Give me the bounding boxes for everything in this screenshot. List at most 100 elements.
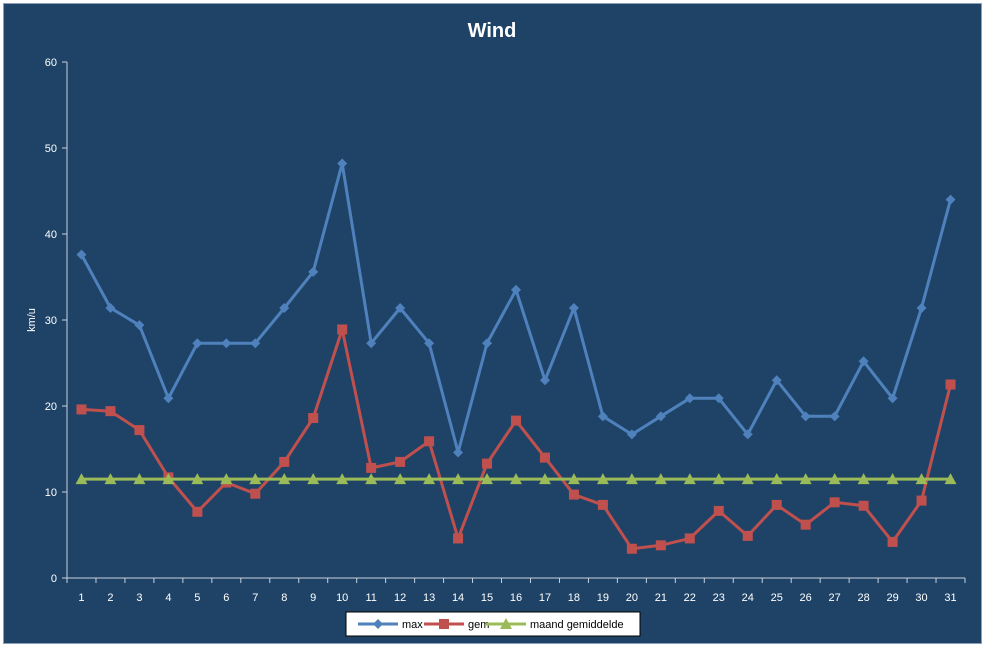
data-point-gem (655, 540, 666, 551)
x-tick-label: 6 (223, 592, 229, 604)
legend-label-max: max (402, 619, 423, 631)
data-point-maand-gemiddelde (162, 473, 175, 485)
data-point-max (308, 266, 319, 277)
data-point-max (337, 158, 348, 169)
data-point-maand-gemiddelde (336, 473, 349, 485)
data-point-maand-gemiddelde (567, 473, 580, 485)
data-point-gem (192, 506, 203, 517)
data-point-maand-gemiddelde (596, 473, 609, 485)
x-tick-label: 30 (915, 592, 927, 604)
x-tick-label: 13 (423, 592, 435, 604)
data-point-max (539, 375, 550, 386)
data-point-max (192, 338, 203, 349)
data-point-maand-gemiddelde (770, 473, 783, 485)
chart-area (3, 3, 982, 644)
series-gem (76, 324, 956, 554)
data-point-max (221, 338, 232, 349)
data-point-max (279, 302, 290, 313)
data-point-max (597, 411, 608, 422)
legend: max gem maand gemiddelde (345, 611, 641, 637)
data-point-gem (105, 406, 116, 417)
series-line-gem (81, 328, 952, 551)
legend-marker-gem (439, 619, 449, 629)
data-point-gem (511, 415, 521, 426)
x-tick-label: 11 (365, 592, 376, 604)
data-point-gem (829, 497, 840, 508)
data-point-gem (424, 436, 435, 447)
data-point-gem (597, 499, 608, 510)
y-tick-label: 60 (45, 57, 57, 69)
x-tick-label: 4 (165, 592, 171, 604)
data-point-max (858, 356, 869, 367)
legend-label-gem: gem (468, 619, 489, 631)
data-point-max (916, 302, 927, 313)
data-point-maand-gemiddelde (683, 473, 696, 485)
legend-marker-maand-gemiddelde (500, 618, 512, 629)
data-point-maand-gemiddelde (828, 473, 841, 485)
x-tick-label: 2 (107, 592, 113, 604)
data-point-max (250, 338, 261, 349)
series-maand-gemiddelde (75, 473, 957, 485)
data-point-max (424, 338, 435, 349)
data-point-maand-gemiddelde (365, 473, 378, 485)
data-point-maand-gemiddelde (104, 473, 117, 485)
data-point-maand-gemiddelde (625, 473, 638, 485)
x-tick-label: 20 (626, 592, 638, 604)
x-tick-label: 1 (78, 592, 84, 604)
data-point-gem (800, 519, 811, 530)
x-tick-label: 26 (800, 592, 812, 604)
data-point-maand-gemiddelde (75, 473, 88, 485)
data-point-max (395, 302, 406, 313)
data-point-gem (539, 452, 550, 463)
data-point-max (655, 411, 666, 422)
x-tick-label: 10 (336, 592, 348, 604)
data-point-maand-gemiddelde (857, 473, 870, 485)
chart-title: Wind (468, 20, 517, 42)
x-tick-label: 14 (452, 592, 464, 604)
data-point-gem (771, 499, 782, 510)
data-point-maand-gemiddelde (741, 473, 754, 485)
data-point-maand-gemiddelde (220, 473, 233, 485)
data-point-maand-gemiddelde (307, 473, 320, 485)
data-point-max (945, 194, 956, 205)
data-point-maand-gemiddelde (481, 473, 494, 485)
data-point-max (568, 302, 579, 313)
data-point-gem (395, 456, 406, 467)
x-tick-label: 17 (539, 592, 551, 604)
data-point-maand-gemiddelde (886, 473, 899, 485)
x-tick-label: 3 (136, 592, 142, 604)
x-tick-label: 21 (655, 592, 667, 604)
x-tick-label: 31 (944, 592, 956, 604)
data-point-gem (858, 500, 869, 511)
y-tick-label: 10 (45, 487, 57, 499)
data-point-max (742, 429, 753, 440)
data-point-max (163, 393, 174, 404)
x-tick-label: 24 (742, 592, 754, 604)
data-point-gem (916, 495, 927, 506)
data-point-max (511, 284, 521, 295)
data-point-gem (684, 533, 695, 544)
legend-label-maand-gemiddelde: maand gemiddelde (530, 619, 624, 631)
series-line-max (80, 162, 952, 454)
data-point-maand-gemiddelde (915, 473, 928, 485)
data-point-max (684, 393, 695, 404)
y-tick-label: 0 (51, 573, 57, 585)
x-tick-label: 25 (771, 592, 783, 604)
data-point-maand-gemiddelde (423, 473, 436, 485)
x-tick-label: 22 (684, 592, 696, 604)
data-point-gem (279, 456, 290, 467)
data-point-maand-gemiddelde (133, 473, 146, 485)
data-point-gem (134, 425, 145, 436)
data-point-max (366, 338, 377, 349)
data-point-maand-gemiddelde (452, 473, 465, 485)
data-point-gem (742, 530, 753, 541)
data-point-maand-gemiddelde (510, 473, 522, 485)
y-tick-label: 30 (45, 315, 57, 327)
data-point-gem (887, 536, 898, 547)
data-point-gem (713, 505, 724, 516)
x-tick-label: 23 (713, 592, 725, 604)
x-tick-label: 12 (394, 592, 406, 604)
data-point-gem (482, 458, 493, 469)
x-tick-label: 28 (857, 592, 869, 604)
